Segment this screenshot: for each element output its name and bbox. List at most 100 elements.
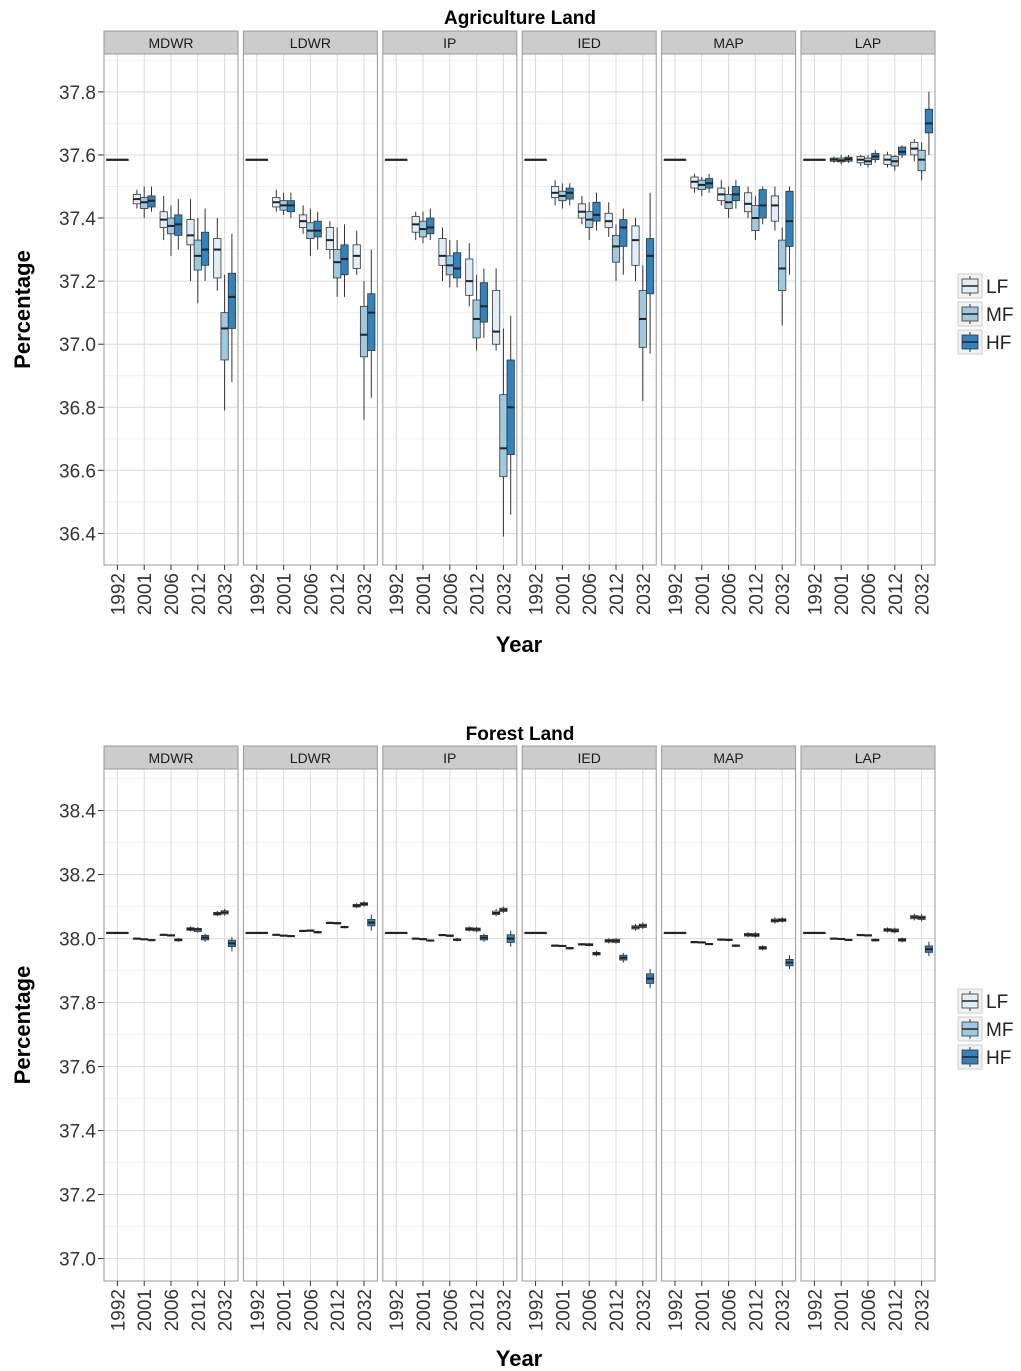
facet-strip: [800, 30, 936, 55]
box-body: [479, 282, 488, 323]
box-body: [611, 234, 621, 263]
box-ied-2032-lf: [631, 218, 640, 282]
box-ldwr-1992-mf: [252, 931, 261, 935]
box-mdwr-2001-lf: [132, 937, 141, 940]
x-tick-label: 1992: [108, 573, 129, 615]
facet-panel-ip: IP 1992 2001 2006 2012 2032: [382, 745, 518, 1331]
box-lap-2006-hf: [871, 938, 880, 942]
x-tick-label: 1992: [108, 1289, 129, 1331]
x-tick-label: 2001: [553, 573, 574, 615]
box-body: [744, 192, 753, 213]
x-tick-label: 2012: [607, 573, 628, 615]
box-lap-2001-hf: [844, 154, 853, 163]
box-mdwr-2012-lf: [186, 199, 195, 282]
box-ldwr-1992-hf: [260, 931, 269, 935]
box-mdwr-2012-mf: [193, 927, 202, 933]
legend-item-lf: LF: [957, 988, 1008, 1014]
box-lap-1992-lf: [803, 931, 812, 935]
box-mdwr-2001-hf: [147, 186, 156, 212]
box-lap-2006-hf: [871, 150, 880, 163]
box-mdwr-2006-hf: [174, 937, 183, 942]
facet-strip-label: IP: [443, 750, 456, 766]
y-axis-title: Percentage: [10, 250, 35, 369]
legend-label: LF: [986, 992, 1008, 1013]
box-lap-2012-mf: [890, 927, 899, 934]
box-mdwr-1992-mf: [113, 931, 122, 935]
box-body: [325, 227, 334, 250]
box-mdwr-1992-lf: [106, 931, 115, 935]
box-body: [785, 190, 794, 247]
box-ldwr-2001-mf: [279, 934, 288, 937]
box-ied-2001-hf: [565, 946, 574, 950]
x-tick-label: 2032: [355, 573, 376, 615]
x-tick-label: 2012: [607, 1289, 628, 1331]
legend-label: MF: [986, 1020, 1013, 1041]
box-ied-2012-hf: [619, 208, 628, 275]
x-tick-label: 2001: [693, 573, 714, 615]
x-tick-label: 2012: [328, 1289, 349, 1331]
box-map-1992-mf: [670, 931, 680, 935]
box-ip-1992-hf: [399, 158, 408, 161]
box-mdwr-1992-mf: [113, 158, 122, 161]
facet-strip: [242, 30, 378, 55]
facet-strip: [382, 745, 518, 770]
y-tick-label: 36.6: [59, 461, 96, 482]
box-lap-2032-lf: [910, 139, 919, 162]
facet-strip-label: MAP: [713, 35, 743, 51]
y-tick-label: 38.4: [59, 802, 96, 823]
legend-item-hf: HF: [957, 329, 1011, 355]
y-tick-label: 37.2: [59, 272, 96, 293]
box-ied-1992-mf: [531, 158, 540, 161]
box-ldwr-2001-hf: [286, 935, 295, 938]
box-map-2012-hf: [758, 186, 767, 225]
box-ldwr-2001-hf: [286, 192, 295, 219]
box-ip-1992-mf: [392, 158, 401, 161]
box-mdwr-2006-hf: [174, 199, 183, 250]
box-map-2032-hf: [785, 955, 794, 969]
box-ip-1992-lf: [384, 158, 393, 161]
box-ip-2006-hf: [453, 240, 462, 288]
box-map-2006-hf: [731, 944, 740, 947]
box-body: [213, 238, 222, 279]
box-mdwr-2032-lf: [213, 218, 222, 291]
box-lap-2001-lf: [829, 937, 838, 940]
x-tick-label: 2032: [913, 1289, 934, 1331]
x-tick-label: 2001: [414, 573, 435, 615]
box-map-1992-lf: [663, 158, 672, 161]
x-tick-label: 2032: [494, 1289, 515, 1331]
box-body: [438, 238, 447, 266]
x-tick-label: 2032: [355, 1289, 376, 1331]
legend-label: MF: [986, 305, 1013, 326]
facet-panel-mdwr: MDWR 1992 2001 2006 2012 2032: [103, 30, 239, 615]
facet-panel-ldwr: LDWR 1992 2001 2006 2012 2032: [242, 745, 378, 1331]
box-map-2001-hf: [705, 943, 714, 946]
box-ip-2032-mf: [499, 906, 508, 913]
facet-strip-label: LDWR: [290, 750, 331, 766]
chart-title: Agriculture Land: [444, 8, 596, 29]
legend-item-lf: LF: [957, 273, 1008, 299]
facet-strip-label: IED: [578, 750, 601, 766]
legend-label: LF: [986, 277, 1008, 298]
box-body: [367, 293, 376, 351]
x-tick-label: 2032: [773, 573, 794, 615]
box-body: [646, 238, 655, 295]
x-axis-title: Year: [496, 632, 543, 657]
box-mdwr-2032-hf: [227, 937, 236, 952]
box-map-2032-mf: [778, 227, 787, 326]
x-tick-label: 2006: [720, 573, 741, 615]
x-tick-label: 2006: [441, 1289, 462, 1331]
x-tick-label: 1992: [666, 1289, 687, 1331]
legend-label: HF: [986, 333, 1011, 354]
y-tick-label: 38.0: [59, 930, 96, 951]
x-tick-label: 2032: [634, 1289, 655, 1331]
box-ied-2032-hf: [646, 969, 655, 989]
facet-strip-label: LAP: [855, 35, 881, 51]
box-ldwr-2012-mf: [333, 921, 342, 925]
box-body: [924, 108, 933, 134]
box-lap-2012-lf: [883, 151, 892, 168]
box-ip-2032-lf: [492, 268, 501, 351]
box-ldwr-1992-lf: [245, 158, 254, 161]
box-map-2001-mf: [697, 941, 706, 944]
box-lap-2032-mf: [917, 142, 926, 181]
